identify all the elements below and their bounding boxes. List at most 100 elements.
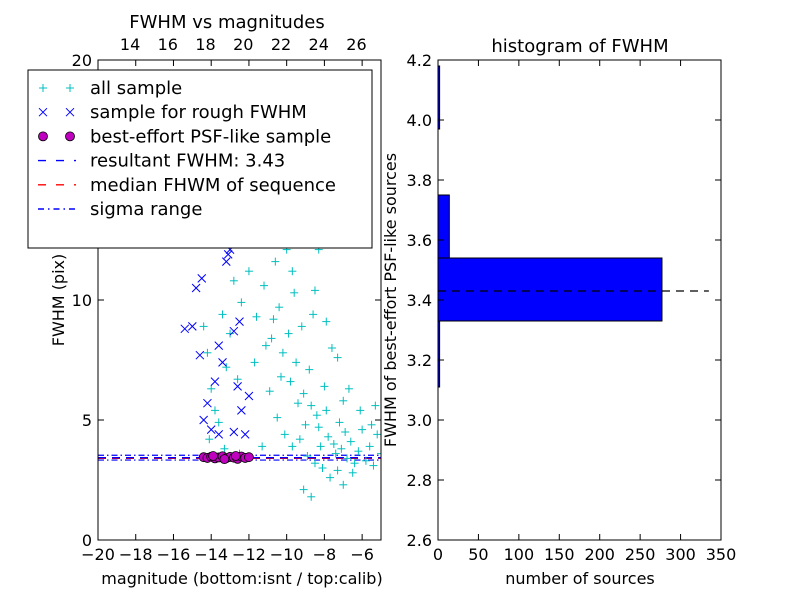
left-panel: FWHM vs magnitudes 14 16 18 20 22 24 26 −20 −18…	[27, 12, 383, 588]
all-sample-point	[267, 334, 276, 343]
right-y-tick-label: 3.6	[407, 231, 432, 250]
all-sample-point	[207, 384, 216, 393]
all-sample-point	[220, 444, 229, 453]
left-x-tick-label: −10	[270, 545, 304, 564]
all-sample-point	[324, 432, 333, 441]
right-y-tick-label: 3.4	[407, 291, 432, 310]
right-x-tick-label: 250	[625, 545, 656, 564]
right-x-tick-label: 350	[706, 545, 737, 564]
all-sample-point	[218, 310, 227, 319]
all-sample-point	[244, 267, 253, 276]
legend-label: sigma range	[90, 199, 202, 220]
right-x-tick-label: 100	[504, 545, 535, 564]
all-sample-point	[327, 344, 336, 352]
left-y-tick-label: 10	[72, 291, 92, 310]
all-sample-point	[288, 442, 297, 451]
all-sample-point	[309, 310, 318, 319]
right-y-tick-label: 3.0	[407, 411, 432, 430]
all-sample-point	[348, 468, 357, 477]
rough-fwhm-sample-point	[229, 326, 239, 336]
all-sample-point	[307, 492, 316, 501]
rough-fwhm-sample-point	[218, 358, 227, 367]
legend-item: sample for rough FWHM	[38, 102, 307, 123]
all-sample-point	[290, 288, 299, 297]
all-sample-point	[377, 449, 381, 458]
rough-fwhm-sample-point	[195, 350, 205, 360]
right-panel: histogram of FWHM 0 50 100 150 200 250 300 350 2…	[381, 36, 736, 588]
right-y-axis-label: FWHM of best-effort PSF-like sources	[381, 153, 400, 447]
right-x-tick-label: 300	[665, 545, 696, 564]
rough-fwhm-sample-point	[203, 398, 212, 408]
rough-fwhm-sample-point	[206, 425, 216, 434]
legend-label: median FHWM of sequence	[90, 175, 336, 196]
rough-fwhm-sample-point	[180, 324, 190, 334]
all-sample-point	[361, 456, 370, 465]
legend-label: all sample	[90, 78, 182, 99]
all-sample-point	[337, 444, 346, 453]
all-sample-point	[343, 454, 352, 463]
all-sample-point	[344, 384, 353, 393]
right-y-tick-label: 2.6	[407, 531, 432, 550]
right-x-tick-label: 0	[433, 545, 443, 564]
rough-fwhm-sample-point	[237, 406, 246, 415]
all-sample-point	[371, 401, 380, 410]
left-axis-ticks: −20 −18 −16 −14 −12 −10 −8 −6 0 5 10 20	[72, 51, 381, 564]
rough-fwhm-sample-point	[187, 322, 197, 331]
rough-fwhm-sample-point	[210, 377, 220, 386]
all-sample-point	[292, 358, 301, 367]
left-top-tick-label: 24	[309, 35, 329, 54]
all-sample-point	[295, 435, 304, 444]
right-y-tick-label: 3.2	[407, 351, 432, 370]
all-sample-point	[273, 413, 282, 422]
all-sample-point	[341, 428, 350, 436]
rough-fwhm-sample-point	[191, 283, 201, 293]
all-sample-point	[226, 329, 235, 338]
left-top-tick-label: 14	[120, 35, 140, 54]
all-sample-point	[297, 322, 306, 331]
all-sample-point	[310, 459, 319, 468]
left-y-tick-label: 5	[82, 411, 92, 430]
right-axis-ticks: 0 50 100 150 200 250 300 350 2.6 2.8 3.0 3.2 3.4 3.6 3…	[407, 51, 737, 564]
left-x-tick-label: −18	[119, 545, 153, 564]
all-sample-point	[203, 348, 212, 357]
psf-like-sample-point	[208, 451, 218, 461]
all-sample-point	[278, 348, 287, 357]
all-sample-point	[214, 418, 223, 427]
legend-items: all sample sample for rough FWHM best-effo…	[38, 78, 336, 220]
all-sample-point	[365, 442, 374, 451]
all-sample-point	[261, 341, 270, 350]
histogram-bar	[437, 194, 450, 259]
rough-fwhm-sample-point	[221, 257, 231, 266]
right-x-tick-label: 150	[544, 545, 575, 564]
right-x-axis-label: number of sources	[505, 569, 655, 588]
rough-fwhm-sample-point	[233, 382, 242, 391]
all-sample-point	[299, 389, 308, 398]
rough-fwhm-sample-point	[240, 430, 250, 439]
left-x-tick-label: −14	[194, 545, 228, 564]
all-sample-point	[322, 406, 331, 415]
all-sample-point	[275, 303, 284, 312]
legend-item: median FHWM of sequence	[38, 175, 336, 196]
left-top-axis-ticks: 14 16 18 20 22 24 26	[120, 35, 367, 54]
psf-like-sample-point	[219, 454, 230, 465]
left-chart-title: FWHM vs magnitudes	[129, 12, 324, 33]
all-sample-point	[316, 442, 325, 451]
all-sample-point	[346, 437, 355, 446]
all-sample-point	[229, 276, 238, 285]
rough-fwhm-sample-point	[244, 391, 254, 401]
rough-fwhm-sample-point	[214, 430, 224, 439]
all-sample-point	[260, 281, 269, 290]
legend-marker-swatch	[38, 131, 48, 142]
right-y-tick-label: 4.2	[407, 51, 432, 70]
all-sample-point	[277, 372, 286, 381]
all-sample-point	[331, 449, 340, 458]
psf-like-sample-point	[230, 451, 241, 461]
right-y-tick-label: 4.0	[407, 111, 432, 130]
all-sample-point	[350, 459, 359, 468]
all-sample-point	[199, 322, 208, 331]
all-sample-point	[333, 466, 342, 475]
legend-item: sigma range	[38, 199, 202, 220]
legend: all sample sample for rough FWHM best-effo…	[27, 69, 373, 249]
right-y-tick-label: 3.8	[407, 171, 432, 190]
all-sample-point	[237, 298, 246, 307]
